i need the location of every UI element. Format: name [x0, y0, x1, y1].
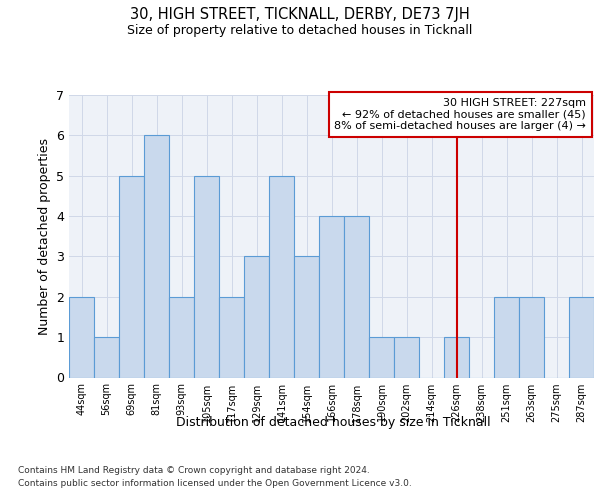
Bar — [294, 256, 319, 378]
Bar — [144, 136, 169, 378]
Bar — [119, 176, 144, 378]
Bar — [444, 337, 469, 378]
Bar — [569, 297, 594, 378]
Bar — [269, 176, 294, 378]
Text: Contains HM Land Registry data © Crown copyright and database right 2024.: Contains HM Land Registry data © Crown c… — [18, 466, 370, 475]
Y-axis label: Number of detached properties: Number of detached properties — [38, 138, 50, 335]
Text: 30, HIGH STREET, TICKNALL, DERBY, DE73 7JH: 30, HIGH STREET, TICKNALL, DERBY, DE73 7… — [130, 8, 470, 22]
Bar — [394, 337, 419, 378]
Bar — [494, 297, 519, 378]
Bar — [219, 297, 244, 378]
Bar — [169, 297, 194, 378]
Text: 30 HIGH STREET: 227sqm
← 92% of detached houses are smaller (45)
8% of semi-deta: 30 HIGH STREET: 227sqm ← 92% of detached… — [334, 98, 586, 131]
Text: Size of property relative to detached houses in Ticknall: Size of property relative to detached ho… — [127, 24, 473, 37]
Bar — [69, 297, 94, 378]
Bar — [94, 337, 119, 378]
Bar — [319, 216, 344, 378]
Bar — [369, 337, 394, 378]
Bar — [194, 176, 219, 378]
Text: Contains public sector information licensed under the Open Government Licence v3: Contains public sector information licen… — [18, 479, 412, 488]
Bar — [244, 256, 269, 378]
Bar — [519, 297, 544, 378]
Bar — [344, 216, 369, 378]
Text: Distribution of detached houses by size in Ticknall: Distribution of detached houses by size … — [176, 416, 490, 429]
